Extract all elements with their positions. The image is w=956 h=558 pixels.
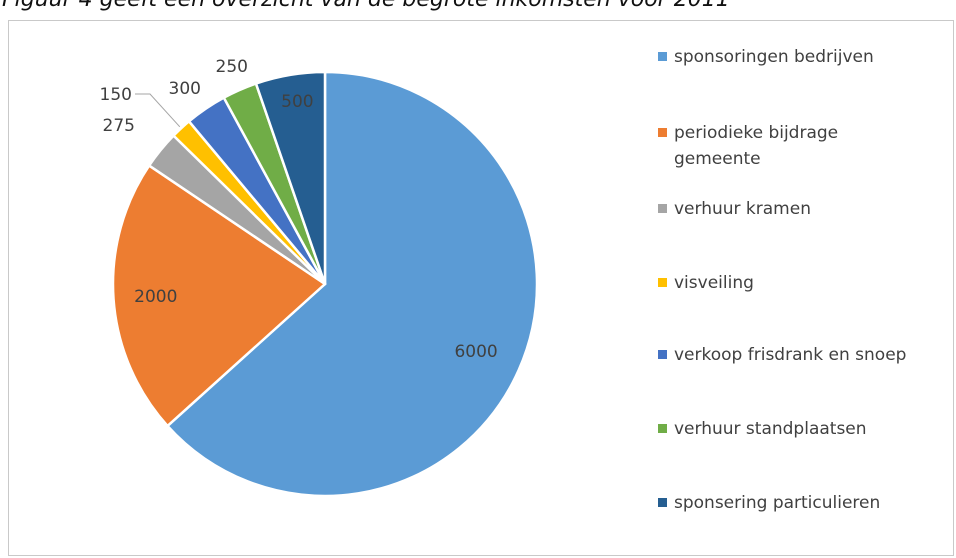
data-label-periodieke-bijdrage-gemeente: 2000 — [134, 287, 177, 307]
legend-swatch — [658, 350, 667, 359]
pie-slice-periodieke-bijdrage-gemeente — [111, 164, 327, 428]
legend-item-sponsering-particulieren: sponsering particulieren — [658, 490, 944, 516]
figure-caption: Figuur 4 geeft een overzicht van de begr… — [2, 0, 730, 12]
data-label-verhuur-standplaatsen: 250 — [216, 57, 248, 77]
legend-label: sponsering particulieren — [674, 493, 881, 513]
legend-swatch — [658, 424, 667, 433]
legend-item-verkoop-frisdrank-en-snoep: verkoop frisdrank en snoep — [658, 342, 944, 368]
legend-item-sponsoringen-bedrijven: sponsoringen bedrijven — [658, 44, 944, 70]
data-label-sponsering-particulieren: 500 — [281, 92, 313, 112]
legend-swatch — [658, 52, 667, 61]
legend-label: verhuur standplaatsen — [674, 419, 867, 439]
legend-label: verhuur kramen — [674, 199, 811, 219]
legend-label: periodieke bijdrage gemeente — [674, 123, 839, 169]
legend-swatch — [658, 204, 667, 213]
legend-item-visveiling: visveiling — [658, 270, 944, 296]
legend-swatch — [658, 498, 667, 507]
data-label-verkoop-frisdrank-en-snoep: 300 — [169, 79, 201, 99]
data-label-visveiling: 150 — [100, 85, 132, 105]
legend-item-verhuur-standplaatsen: verhuur standplaatsen — [658, 416, 944, 442]
legend-label: sponsoringen bedrijven — [674, 47, 874, 67]
pie-slice-sponsoringen-bedrijven — [166, 70, 539, 498]
data-label-sponsoringen-bedrijven: 6000 — [454, 342, 497, 362]
pie-slice-sponsering-particulieren — [254, 70, 327, 286]
legend-item-periodieke-bijdrage-gemeente: periodieke bijdrage gemeente — [658, 120, 874, 172]
data-label-verhuur-kramen: 275 — [103, 116, 135, 136]
legend-label: verkoop frisdrank en snoep — [674, 345, 907, 365]
legend-item-verhuur-kramen: verhuur kramen — [658, 196, 944, 222]
legend-swatch — [658, 278, 667, 287]
leader-line-visveiling — [135, 93, 181, 128]
legend-swatch — [658, 128, 667, 137]
legend-label: visveiling — [674, 273, 754, 293]
